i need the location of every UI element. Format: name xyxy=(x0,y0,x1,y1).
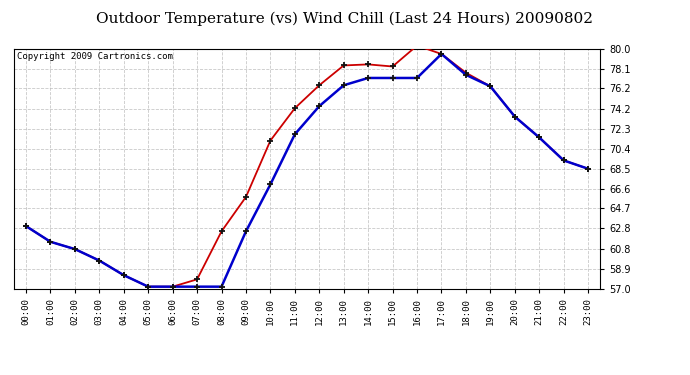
Text: Copyright 2009 Cartronics.com: Copyright 2009 Cartronics.com xyxy=(17,53,172,62)
Text: Outdoor Temperature (vs) Wind Chill (Last 24 Hours) 20090802: Outdoor Temperature (vs) Wind Chill (Las… xyxy=(97,11,593,26)
